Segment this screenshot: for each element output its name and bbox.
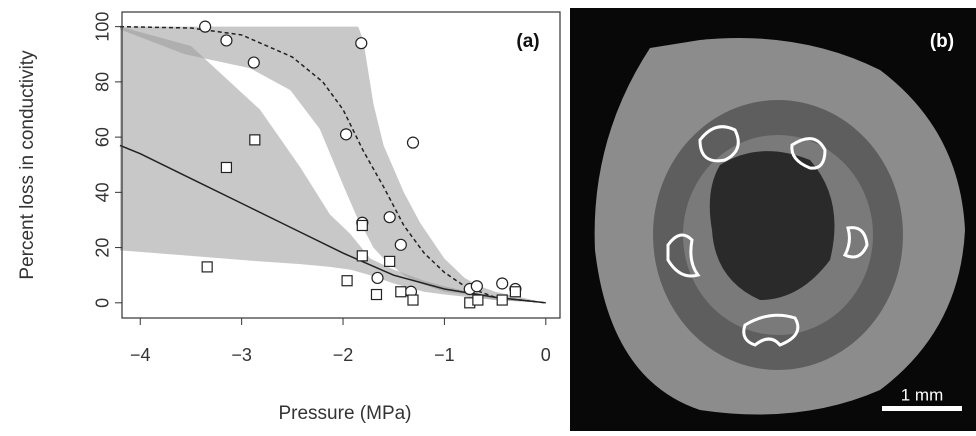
outline <box>742 313 800 347</box>
point <box>199 20 212 33</box>
point <box>355 37 368 50</box>
point <box>384 255 396 267</box>
x-tick-label: −1 <box>434 345 455 365</box>
point <box>201 261 213 273</box>
point <box>496 277 509 290</box>
point <box>472 294 484 306</box>
point <box>496 294 508 306</box>
point <box>470 280 483 293</box>
plot-frame <box>121 11 561 319</box>
outline <box>666 233 701 278</box>
x-tick-label: −3 <box>231 345 252 365</box>
point <box>395 286 407 298</box>
x-axis-title: Pressure (MPa) <box>278 403 411 424</box>
pith <box>709 151 835 300</box>
point <box>247 56 260 69</box>
point <box>370 288 383 301</box>
y-tick-label: 80 <box>93 72 113 92</box>
point <box>341 275 353 287</box>
point <box>407 294 419 306</box>
micrograph: 1 mm (b) <box>570 8 976 431</box>
scale-bar-label: 1 mm <box>901 385 944 404</box>
confidence-band <box>119 26 546 303</box>
outlines <box>666 125 869 347</box>
y-tick-label: 20 <box>93 238 113 258</box>
x-tick-label: −2 <box>333 345 354 365</box>
y-axis-title: Percent loss in conductivity <box>17 50 38 280</box>
point <box>249 134 261 146</box>
y-tick-label: 60 <box>93 127 113 147</box>
outline <box>698 125 740 163</box>
point <box>339 128 353 141</box>
confidence-band <box>119 26 546 303</box>
point <box>356 219 368 232</box>
panel-label: (b) <box>930 31 954 52</box>
point <box>220 161 233 174</box>
point <box>394 238 407 251</box>
outline <box>842 226 869 259</box>
point <box>220 34 233 47</box>
point <box>371 271 384 285</box>
fit-curve <box>119 25 546 304</box>
point <box>509 286 521 298</box>
point <box>406 136 420 149</box>
point <box>356 250 368 262</box>
point <box>383 211 396 224</box>
y-tick-label: 40 <box>93 182 113 202</box>
x-tick-label: 0 <box>541 345 551 365</box>
outline <box>790 137 827 170</box>
panel-label: (a) <box>516 31 539 52</box>
y-tick-label: 0 <box>93 298 113 308</box>
scale-bar <box>882 406 962 411</box>
y-tick-label: 100 <box>93 12 113 42</box>
x-tick-label: −4 <box>130 345 151 365</box>
